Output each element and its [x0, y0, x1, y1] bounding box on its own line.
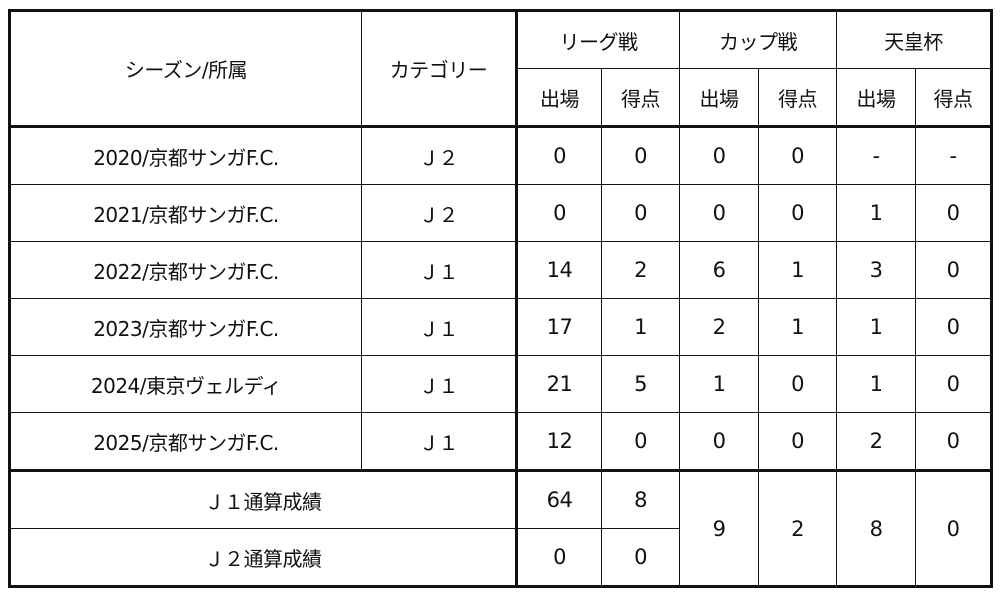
header-cup-goals: 得点 [758, 68, 837, 128]
cell-cup-apps: 0 [679, 412, 759, 472]
cell-category: Ｊ１ [361, 298, 518, 356]
cell-league-apps: 21 [516, 355, 602, 413]
j1-total-league-goals: 8 [601, 470, 680, 529]
total-cup-goals: 2 [758, 470, 837, 587]
cell-emp-goals: 0 [915, 355, 992, 413]
header-category: カテゴリー [361, 10, 518, 128]
cell-emp-goals: 0 [915, 412, 992, 472]
cell-cup-apps: 1 [679, 355, 759, 413]
cell-category: Ｊ１ [361, 412, 518, 472]
cell-season: 2024/東京ヴェルディ [9, 355, 362, 413]
header-season: シーズン/所属 [9, 10, 362, 128]
cell-emp-goals: 0 [915, 241, 992, 299]
total-cup-apps: 9 [679, 470, 759, 587]
header-emperor: 天皇杯 [836, 10, 992, 69]
cell-cup-goals: 1 [758, 298, 837, 356]
cell-cup-goals: 0 [758, 184, 837, 242]
cell-cup-apps: 0 [679, 184, 759, 242]
cell-league-apps: 12 [516, 412, 602, 472]
cell-emp-apps: 2 [836, 412, 916, 472]
cell-season: 2025/京都サンガF.C. [9, 412, 362, 472]
table-row: 2021/京都サンガF.C. Ｊ２ 0 0 0 0 1 0 [9, 184, 992, 242]
cell-season: 2022/京都サンガF.C. [9, 241, 362, 299]
stats-table: シーズン/所属 カテゴリー リーグ戦 カップ戦 天皇杯 出場 得点 出場 得点 … [8, 9, 993, 588]
cell-emp-apps: - [836, 126, 916, 185]
header-league-apps: 出場 [516, 68, 602, 128]
cell-season: 2023/京都サンガF.C. [9, 298, 362, 356]
cell-league-goals: 0 [601, 184, 680, 242]
j2-total-label: Ｊ２通算成績 [9, 528, 518, 587]
table-row: 2024/東京ヴェルディ Ｊ１ 21 5 1 0 1 0 [9, 355, 992, 413]
cell-cup-goals: 0 [758, 355, 837, 413]
header-league: リーグ戦 [516, 10, 680, 69]
cell-league-goals: 0 [601, 412, 680, 472]
cell-category: Ｊ２ [361, 126, 518, 185]
table-row: 2020/京都サンガF.C. Ｊ２ 0 0 0 0- - [9, 126, 992, 185]
header-emperor-apps: 出場 [836, 68, 916, 128]
cell-emp-apps: 3 [836, 241, 916, 299]
header-league-goals: 得点 [601, 68, 680, 128]
cell-season: 2021/京都サンガF.C. [9, 184, 362, 242]
j2-total-league-goals: 0 [601, 528, 680, 587]
cell-league-goals: 0 [601, 126, 680, 185]
cell-category: Ｊ１ [361, 241, 518, 299]
j1-total-label: Ｊ１通算成績 [9, 470, 518, 529]
cell-cup-apps: 0 [679, 126, 759, 185]
cell-cup-goals: 0 [758, 126, 837, 185]
cell-emp-apps: 1 [836, 298, 916, 356]
cell-league-goals: 2 [601, 241, 680, 299]
cell-category: Ｊ１ [361, 355, 518, 413]
cell-cup-goals: 1 [758, 241, 837, 299]
header-cup: カップ戦 [679, 10, 837, 69]
cell-emp-goals: - [915, 126, 992, 185]
j2-total-league-apps: 0 [516, 528, 602, 587]
cell-cup-apps: 2 [679, 298, 759, 356]
cell-cup-goals: 0 [758, 412, 837, 472]
cell-league-apps: 17 [516, 298, 602, 356]
cell-league-goals: 1 [601, 298, 680, 356]
cell-emp-apps: 1 [836, 355, 916, 413]
cell-league-apps: 14 [516, 241, 602, 299]
j1-total-league-apps: 64 [516, 470, 602, 529]
header-cup-apps: 出場 [679, 68, 759, 128]
total-emperor-goals: 0 [915, 470, 992, 587]
cell-emp-goals: 0 [915, 184, 992, 242]
cell-cup-apps: 6 [679, 241, 759, 299]
header-emperor-goals: 得点 [915, 68, 992, 128]
cell-season: 2020/京都サンガF.C. [9, 126, 362, 185]
cell-emp-apps: 1 [836, 184, 916, 242]
cell-category: Ｊ２ [361, 184, 518, 242]
cell-league-goals: 5 [601, 355, 680, 413]
table-row: 2025/京都サンガF.C. Ｊ１ 12 0 0 0 2 0 [9, 412, 992, 472]
cell-emp-goals: 0 [915, 298, 992, 356]
table-row: 2022/京都サンガF.C. Ｊ１ 14 2 6 1 3 0 [9, 241, 992, 299]
total-emperor-apps: 8 [836, 470, 916, 587]
table-row: 2023/京都サンガF.C. Ｊ１ 17 1 2 1 1 0 [9, 298, 992, 356]
cell-league-apps: 0 [516, 126, 602, 185]
cell-league-apps: 0 [516, 184, 602, 242]
